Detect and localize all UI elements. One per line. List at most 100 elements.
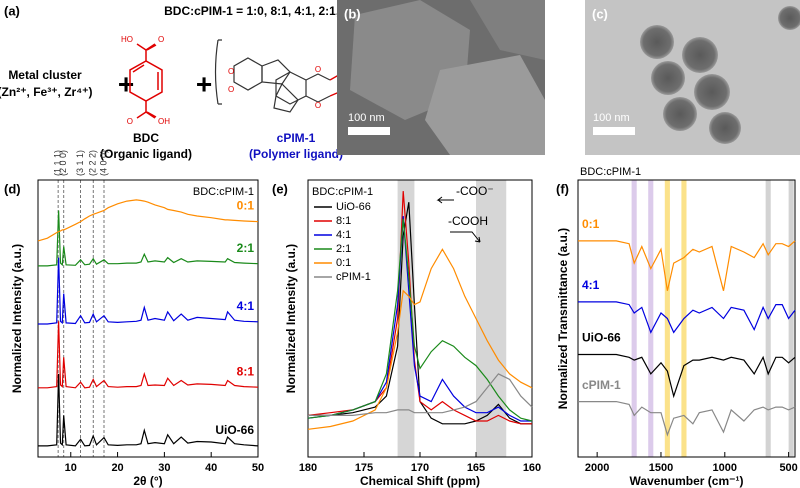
crystal (470, 0, 545, 60)
particle (651, 61, 685, 95)
scale-label: 100 nm (348, 112, 385, 124)
series-line (38, 321, 259, 389)
x-tick-label: 40 (205, 462, 217, 474)
x-axis-label: Wavenumber (cm⁻¹) (630, 474, 744, 488)
x-tick-label: 500 (779, 462, 797, 474)
legend-label: cPIM-1 (336, 271, 371, 283)
ions-text: (Zn²⁺, Fe³⁺, Zr⁴⁺) (0, 85, 92, 99)
series-line (38, 373, 259, 447)
peak-label: (3 1 1) (75, 150, 85, 176)
band (648, 180, 654, 457)
bdc-role: (Organic ligand) (100, 147, 192, 161)
panel-label: (e) (272, 181, 288, 196)
atom: O (228, 67, 234, 76)
series-label: 8:1 (237, 364, 255, 378)
cpim-name: cPIM-1 (277, 131, 316, 145)
series-label: 4:1 (237, 299, 255, 313)
scale-bar (348, 127, 390, 135)
bdc-structure (129, 43, 163, 119)
series-line (578, 401, 796, 437)
annotation: -COO⁻ (456, 184, 494, 198)
panel-a: (a) BDC:cPIM-1 = 1:0, 8:1, 4:1, 2:1, 0:1… (0, 3, 384, 161)
x-tick-label: 175 (355, 462, 373, 474)
series-line (38, 210, 259, 267)
chart-title: BDC:cPIM-1 (580, 166, 641, 178)
x-tick-label: 170 (411, 462, 429, 474)
annotation: -COOH (448, 214, 488, 228)
scale-bar (593, 127, 635, 135)
plot-frame (577, 179, 796, 458)
panel-label: (f) (556, 181, 569, 196)
series-line (38, 257, 259, 325)
legend-label: 2:1 (336, 243, 351, 255)
x-tick-label: 1000 (713, 462, 737, 474)
series-label: cPIM-1 (582, 378, 621, 392)
atom: HO (121, 35, 133, 44)
particle (640, 25, 674, 59)
particle (694, 74, 730, 110)
peak-label: (4 0 0) (98, 150, 108, 176)
cpim-role: (Polymer ligand) (249, 147, 343, 161)
peak-label: (2 0 0) (58, 150, 68, 176)
series-label: UiO-66 (215, 423, 254, 437)
atom: OH (158, 117, 170, 126)
x-axis-label: 2θ (°) (133, 474, 162, 488)
atom: O (158, 35, 164, 44)
series-line (578, 353, 796, 399)
panel-label: (d) (4, 181, 21, 196)
ratio-text: BDC:cPIM-1 = 1:0, 8:1, 4:1, 2:1, 0:1 (164, 4, 360, 18)
panel-label: (b) (344, 6, 361, 21)
legend-label: 0:1 (336, 257, 351, 269)
x-axis-label: Chemical Shift (ppm) (360, 474, 480, 488)
y-axis-label: Normalized Intensity (a.u.) (10, 244, 24, 393)
annotation-arrow (450, 231, 481, 243)
x-tick-label: 50 (252, 462, 264, 474)
panel-label: (a) (4, 3, 20, 18)
peak-label: (1 1 1) (53, 150, 63, 176)
y-axis-label: Normalized Transmittance (a.u.) (556, 228, 570, 409)
atom: O (127, 117, 133, 126)
annotation-arrow (436, 196, 454, 204)
panel-c: (c) 100 nm (585, 0, 800, 155)
atom: O (228, 85, 234, 94)
series-line (307, 248, 533, 430)
particle (663, 97, 697, 131)
y-axis-label: Normalized Intensity (a.u.) (284, 244, 298, 393)
series-label: 4:1 (582, 278, 600, 292)
x-tick-label: 160 (523, 462, 541, 474)
band (397, 180, 415, 457)
atom: O (315, 101, 321, 110)
series-label: 0:1 (237, 199, 255, 213)
series-label: UiO-66 (582, 331, 621, 345)
legend-label: 8:1 (336, 215, 351, 227)
panel-b: (b) 100 nm (337, 0, 545, 155)
series-line (578, 301, 796, 334)
band (788, 180, 794, 457)
metal-text: Metal cluster (8, 68, 82, 82)
panel-label: (c) (592, 6, 608, 21)
series-line (307, 218, 533, 422)
x-tick-label: 165 (467, 462, 485, 474)
scale-label: 100 nm (593, 112, 630, 124)
x-tick-label: 180 (299, 462, 317, 474)
peak-label: (2 2 2) (88, 150, 98, 176)
particle (709, 112, 741, 144)
chart-title: BDC:cPIM-1 (193, 186, 254, 198)
series-line (578, 240, 796, 291)
series-line (308, 373, 533, 416)
legend-title: BDC:cPIM-1 (312, 186, 373, 198)
crystal (425, 55, 545, 155)
atom: O (315, 65, 321, 74)
bdc-name: BDC (133, 131, 159, 145)
plus: + (196, 68, 212, 99)
x-tick-label: 2000 (585, 462, 609, 474)
particle (778, 6, 800, 30)
x-tick-label: 20 (111, 462, 123, 474)
legend-label: 4:1 (336, 229, 351, 241)
series-label: 0:1 (582, 217, 600, 231)
x-tick-label: 1500 (649, 462, 673, 474)
band (631, 180, 637, 457)
plus: + (118, 68, 134, 99)
x-tick-label: 10 (65, 462, 77, 474)
